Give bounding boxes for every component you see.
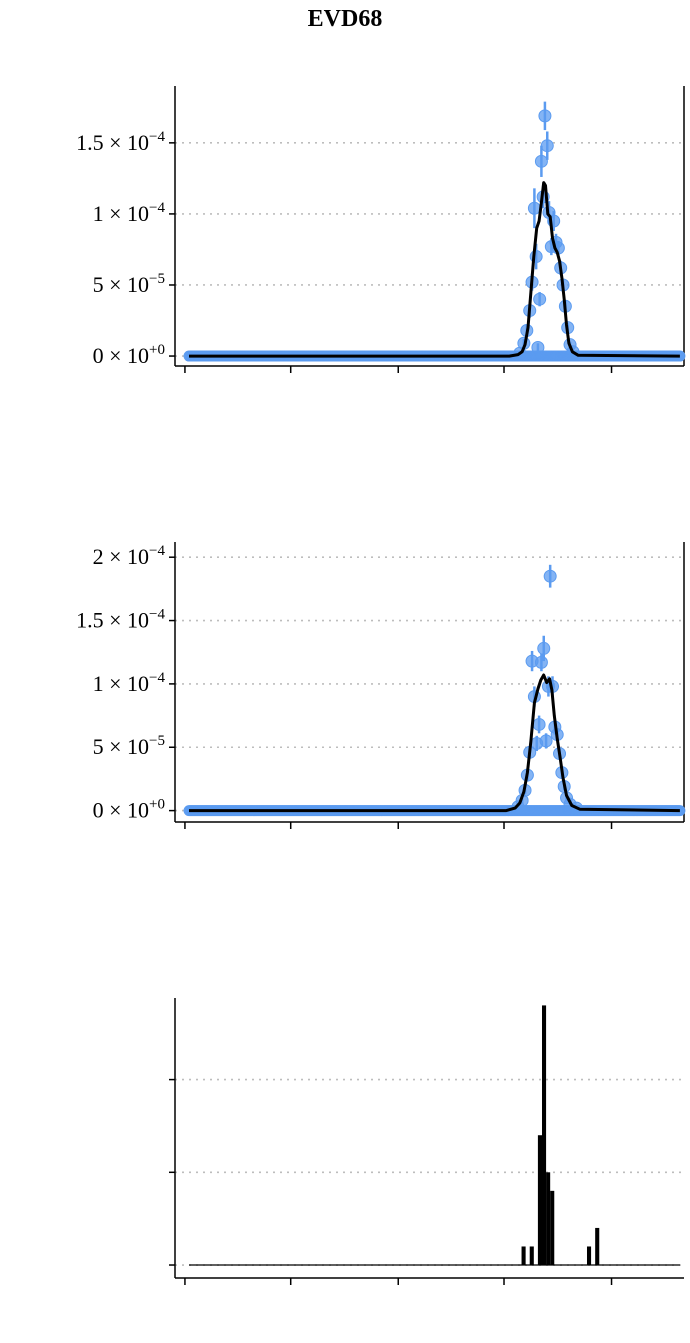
y-tick-label: 0 × 10+0: [93, 342, 165, 368]
y-tick-mantissa: 1.5 × 10: [76, 608, 149, 633]
y-tick-exponent: −4: [149, 543, 165, 559]
y-tick-exponent: +0: [149, 797, 165, 813]
y-tick-label: 1 × 10−4: [93, 670, 166, 696]
y-tick-exponent: −4: [149, 200, 165, 216]
y-tick-mantissa: 1 × 10: [93, 671, 149, 696]
y-tick-mantissa: 0 × 10: [93, 343, 149, 368]
y-tick-exponent: +0: [149, 342, 165, 358]
y-tick-mantissa: 2 × 10: [93, 544, 149, 569]
case-bar: [595, 1227, 600, 1266]
trend-line: [189, 673, 680, 813]
y-tick-mantissa: 1.5 × 10: [76, 130, 149, 155]
data-point: [529, 250, 543, 264]
trend-line: [189, 181, 680, 358]
chart-california-cases: [169, 998, 684, 1285]
data-point: [527, 201, 541, 215]
y-tick-label: 1.5 × 10−4: [76, 129, 165, 155]
data-point: [543, 569, 557, 583]
y-tick-mantissa: 5 × 10: [93, 734, 149, 759]
data-point: [533, 292, 547, 306]
data-point: [532, 717, 546, 731]
data-point: [534, 154, 548, 168]
y-tick-label: 0 × 10+0: [93, 797, 165, 823]
data-point: [537, 641, 551, 655]
y-tick-label: 5 × 10−5: [93, 271, 165, 297]
data-point: [531, 341, 545, 355]
case-bar: [586, 1246, 592, 1266]
y-tick-exponent: −4: [149, 670, 165, 686]
case-bar: [541, 1005, 547, 1266]
y-tick-exponent: −5: [149, 271, 165, 287]
y-tick-label: 1.5 × 10−4: [76, 607, 165, 633]
y-tick-label: 5 × 10−5: [93, 733, 165, 759]
y-tick-exponent: −4: [149, 607, 165, 623]
y-tick-mantissa: 1 × 10: [93, 201, 149, 226]
case-bar: [521, 1246, 526, 1266]
case-bar: [529, 1246, 534, 1266]
chart-osp-wastewater: 0 × 10+05 × 10−51 × 10−41.5 × 10−42 × 10…: [76, 542, 686, 829]
y-tick-exponent: −5: [149, 733, 165, 749]
case-bar: [550, 1190, 555, 1266]
case-bar: [546, 1172, 551, 1266]
chart-sj-wastewater: 0 × 10+05 × 10−51 × 10−41.5 × 10−4: [76, 86, 686, 373]
case-bar: [537, 1135, 542, 1266]
data-point: [538, 109, 552, 123]
y-tick-label: 1 × 10−4: [93, 200, 166, 226]
y-tick-mantissa: 0 × 10: [93, 798, 149, 823]
data-point: [539, 734, 553, 748]
data-point: [540, 139, 554, 153]
data-point: [534, 655, 548, 669]
y-tick-mantissa: 5 × 10: [93, 272, 149, 297]
y-tick-exponent: −4: [149, 129, 165, 145]
figure-title: EVD68: [307, 6, 383, 32]
y-tick-label: 2 × 10−4: [93, 543, 166, 569]
